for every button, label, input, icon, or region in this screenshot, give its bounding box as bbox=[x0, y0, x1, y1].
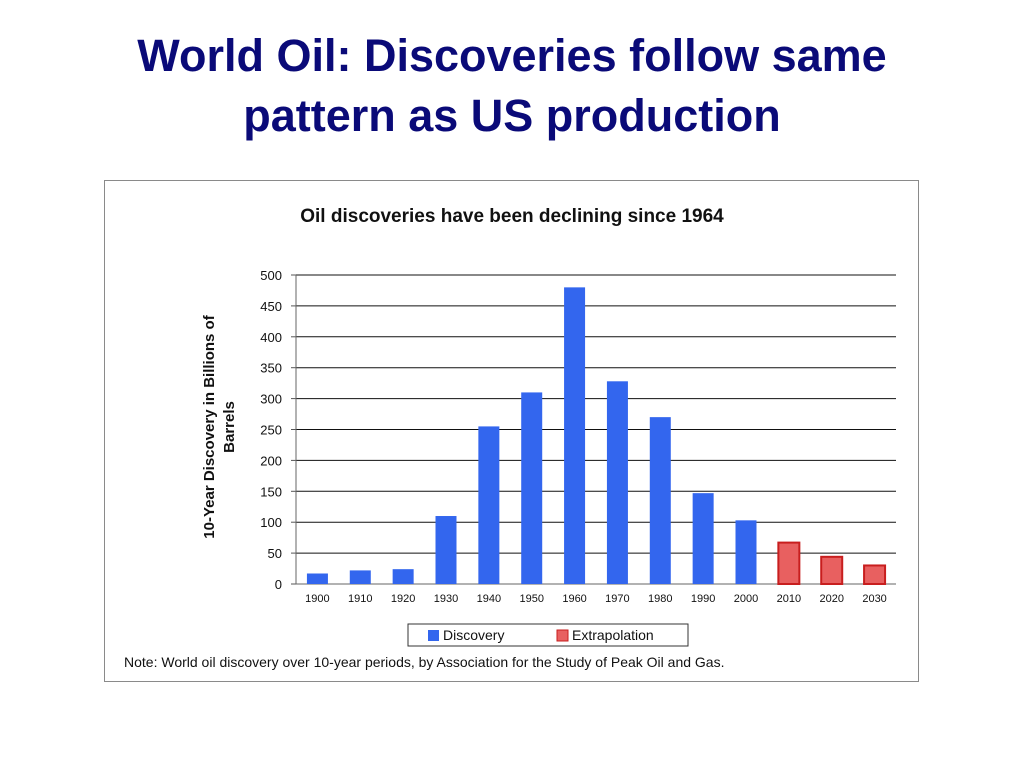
bar-extrapolation-2030 bbox=[863, 564, 887, 586]
y-tick-label: 350 bbox=[260, 361, 282, 376]
y-tick-label: 150 bbox=[260, 484, 282, 499]
legend-label-discovery: Discovery bbox=[443, 627, 504, 643]
bar-discovery-2000 bbox=[735, 520, 757, 584]
chart-note: Note: World oil discovery over 10-year p… bbox=[124, 654, 725, 670]
y-axis-label-line-1: 10-Year Discovery in Billions of bbox=[201, 314, 218, 538]
y-tick-label: 500 bbox=[260, 268, 282, 283]
y-tick-label: 400 bbox=[260, 330, 282, 345]
slide-title: World Oil: Discoveries follow same patte… bbox=[40, 26, 984, 146]
x-tick-label: 1910 bbox=[348, 593, 372, 605]
x-tick-label: 1960 bbox=[562, 593, 586, 605]
bar-discovery-1940 bbox=[478, 426, 500, 584]
slide-title-line-2: pattern as US production bbox=[243, 90, 781, 141]
legend-label-extrapolation: Extrapolation bbox=[572, 627, 654, 643]
y-tick-label: 0 bbox=[275, 577, 282, 592]
bar-discovery-1990 bbox=[692, 493, 714, 584]
x-tick-label: 2000 bbox=[734, 593, 758, 605]
y-tick-label: 100 bbox=[260, 515, 282, 530]
y-tick-label: 250 bbox=[260, 423, 282, 438]
bar-discovery-1980 bbox=[649, 417, 671, 584]
y-tick-label: 450 bbox=[260, 299, 282, 314]
x-tick-label: 1930 bbox=[434, 593, 458, 605]
y-tick-label: 50 bbox=[268, 546, 282, 561]
legend-swatch-extrapolation bbox=[556, 629, 569, 642]
chart-title: Oil discoveries have been declining sinc… bbox=[300, 206, 724, 227]
legend-swatch-discovery bbox=[428, 630, 439, 641]
x-tick-label: 1900 bbox=[305, 593, 329, 605]
x-tick-label: 2010 bbox=[777, 593, 801, 605]
y-tick-labels: 0 50 100 150 200 250 300 350 400 450 500 bbox=[260, 268, 282, 592]
legend: Discovery Extrapolation bbox=[407, 623, 689, 647]
bar-extrapolation-2020 bbox=[820, 555, 844, 585]
x-tick-label: 1970 bbox=[605, 593, 629, 605]
y-tick-label: 300 bbox=[260, 392, 282, 407]
x-tick-label: 1980 bbox=[648, 593, 672, 605]
x-tick-label: 1920 bbox=[391, 593, 415, 605]
x-tick-labels: 1900 1910 1920 1930 1940 1950 1960 1970 1980 1990… bbox=[305, 593, 887, 605]
bars bbox=[306, 287, 887, 586]
y-tick-label: 200 bbox=[260, 453, 282, 468]
slide-title-line-1: World Oil: Discoveries follow same bbox=[137, 30, 887, 81]
bar-extrapolation-2010 bbox=[777, 541, 801, 585]
x-tick-label: 2020 bbox=[819, 593, 843, 605]
bar-discovery-1900 bbox=[306, 573, 328, 584]
bar-discovery-1950 bbox=[521, 392, 543, 584]
bar-discovery-1960 bbox=[564, 287, 586, 584]
chart-frame bbox=[104, 180, 919, 682]
bar-discovery-1970 bbox=[606, 381, 628, 584]
x-tick-label: 1940 bbox=[477, 593, 501, 605]
bar-discovery-1910 bbox=[349, 570, 371, 584]
y-axis-label-line-2: Barrels bbox=[221, 401, 238, 453]
legend-box bbox=[407, 623, 689, 647]
x-tick-label: 1990 bbox=[691, 593, 715, 605]
x-tick-label: 2030 bbox=[862, 593, 886, 605]
x-tick-label: 1950 bbox=[519, 593, 543, 605]
bar-discovery-1920 bbox=[392, 569, 414, 584]
bar-discovery-1930 bbox=[435, 516, 457, 584]
gridlines bbox=[291, 274, 896, 585]
